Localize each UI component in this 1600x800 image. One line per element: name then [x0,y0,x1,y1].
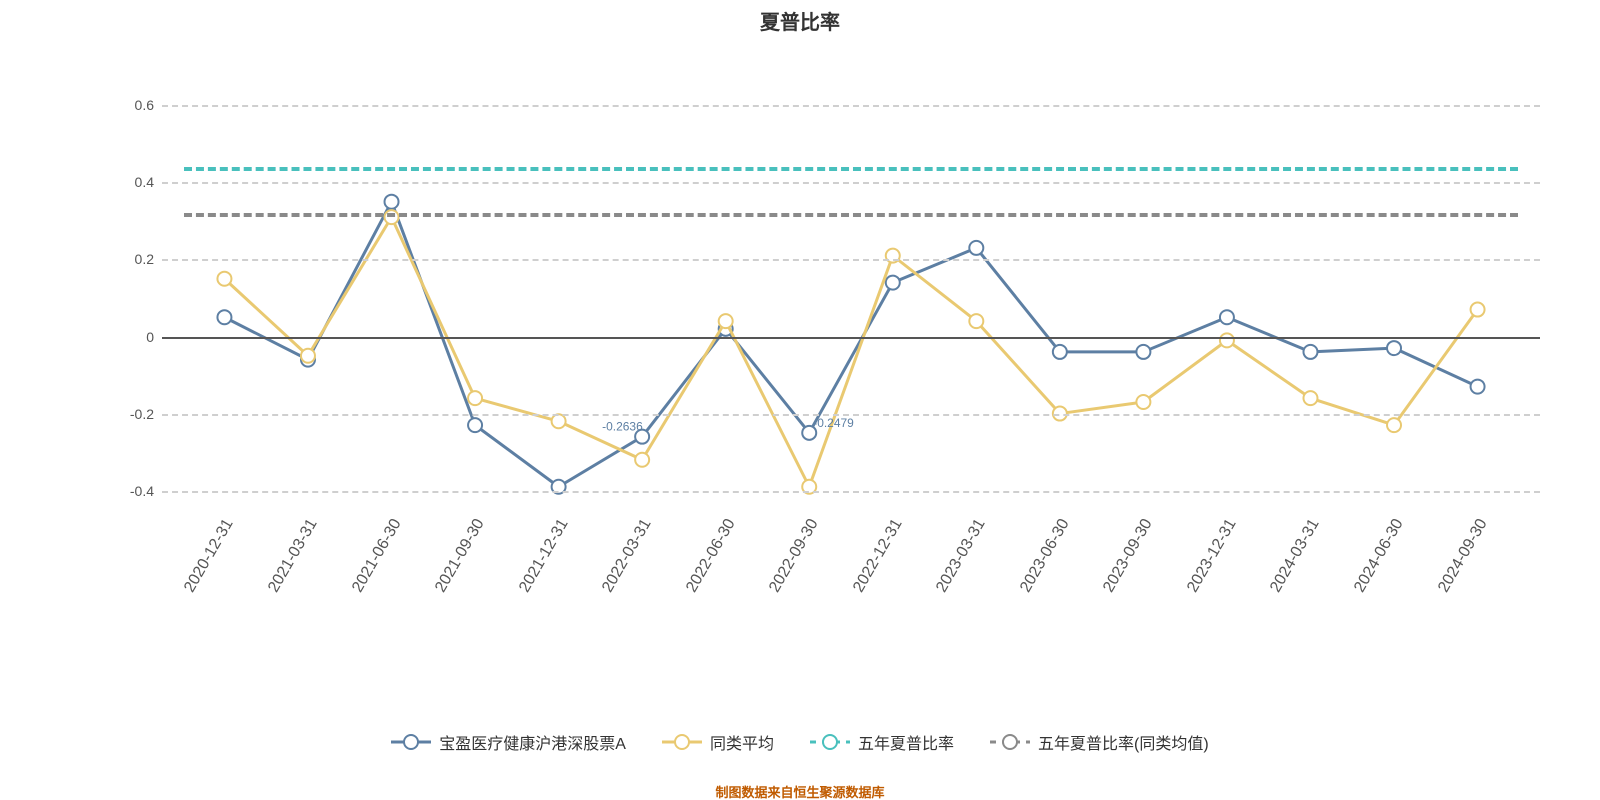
x-tick-label: 2022-06-30 [683,516,740,596]
series-marker-fund [886,276,900,290]
legend-label: 同类平均 [710,730,774,754]
legend-swatch [391,734,431,750]
series-marker-fund [1220,310,1234,324]
x-tick-label: 2022-09-30 [766,516,823,596]
y-tick-label: 0.6 [135,97,162,113]
gridline [162,259,1540,261]
x-tick-label: 2023-06-30 [1017,516,1074,596]
legend-label: 五年夏普比率(同类均值) [1038,730,1209,754]
x-tick-label: 2024-03-31 [1268,516,1325,596]
point-label: -0.2479 [813,416,854,430]
series-marker-fund [1053,345,1067,359]
legend-item: 五年夏普比率(同类均值) [990,730,1209,754]
series-marker-fund [969,241,983,255]
series-marker-peer_avg [468,391,482,405]
x-tick-label: 2021-06-30 [349,516,406,596]
x-tick-label: 2022-03-31 [599,516,656,596]
legend-swatch [990,734,1030,750]
legend-swatch [662,734,702,750]
series-marker-peer_avg [552,414,566,428]
series-marker-peer_avg [1471,303,1485,317]
ref-line-five_year [184,167,1518,171]
x-tick-label: 2023-03-31 [933,516,990,596]
x-tick-label: 2023-09-30 [1100,516,1157,596]
chart-legend: 宝盈医疗健康沪港深股票A 同类平均 五年夏普比率 五年夏普比率(同类均值) [0,730,1600,754]
legend-item: 同类平均 [662,730,774,754]
series-marker-peer_avg [719,314,733,328]
series-marker-fund [1136,345,1150,359]
ref-line-five_year_peer [184,213,1518,217]
series-marker-peer_avg [1136,395,1150,409]
series-marker-peer_avg [1303,391,1317,405]
legend-item: 五年夏普比率 [810,730,954,754]
series-marker-fund [1471,380,1485,394]
gridline [162,414,1540,416]
series-marker-fund [468,418,482,432]
series-marker-peer_avg [301,349,315,363]
legend-swatch [810,734,850,750]
y-tick-label: 0.4 [135,174,162,190]
series-marker-peer_avg [1387,418,1401,432]
x-tick-label: 2024-09-30 [1435,516,1492,596]
series-marker-fund [1387,341,1401,355]
series-marker-peer_avg [217,272,231,286]
chart-container: 夏普比率 -0.2636 -0.2479 -0.4 -0.2 0 0.2 0.4 0.6 20… [0,0,1600,800]
series-marker-peer_avg [969,314,983,328]
y-tick-label: -0.4 [130,483,162,499]
x-tick-label: 2021-03-31 [265,516,322,596]
x-tick-label: 2024-06-30 [1351,516,1408,596]
chart-plot-area: -0.2636-0.2479 -0.4-0.200.20.40.62020-12… [162,90,1540,506]
series-marker-fund [217,310,231,324]
x-tick-label: 2023-12-31 [1184,516,1241,596]
legend-label: 五年夏普比率 [858,730,954,754]
x-tick-label: 2022-12-31 [850,516,907,596]
gridline [162,491,1540,493]
series-marker-fund [385,195,399,209]
legend-item: 宝盈医疗健康沪港深股票A [391,730,626,754]
point-label: -0.2636 [602,420,643,434]
x-tick-label: 2021-09-30 [432,516,489,596]
gridline [162,182,1540,184]
x-tick-label: 2020-12-31 [182,516,239,596]
series-marker-peer_avg [635,453,649,467]
chart-svg: -0.2636 -0.2479 [162,90,1540,506]
series-marker-fund [1303,345,1317,359]
legend-label: 宝盈医疗健康沪港深股票A [439,730,626,754]
y-tick-label: 0.2 [135,251,162,267]
x-tick-label: 2021-12-31 [516,516,573,596]
series-marker-peer_avg [1220,333,1234,347]
zero-line [162,337,1540,339]
gridline [162,105,1540,107]
chart-title: 夏普比率 [0,6,1600,35]
y-tick-label: 0 [146,329,162,345]
y-tick-label: -0.2 [130,406,162,422]
chart-footer-note: 制图数据来自恒生聚源数据库 [0,782,1600,800]
series-line-fund [224,202,1477,487]
